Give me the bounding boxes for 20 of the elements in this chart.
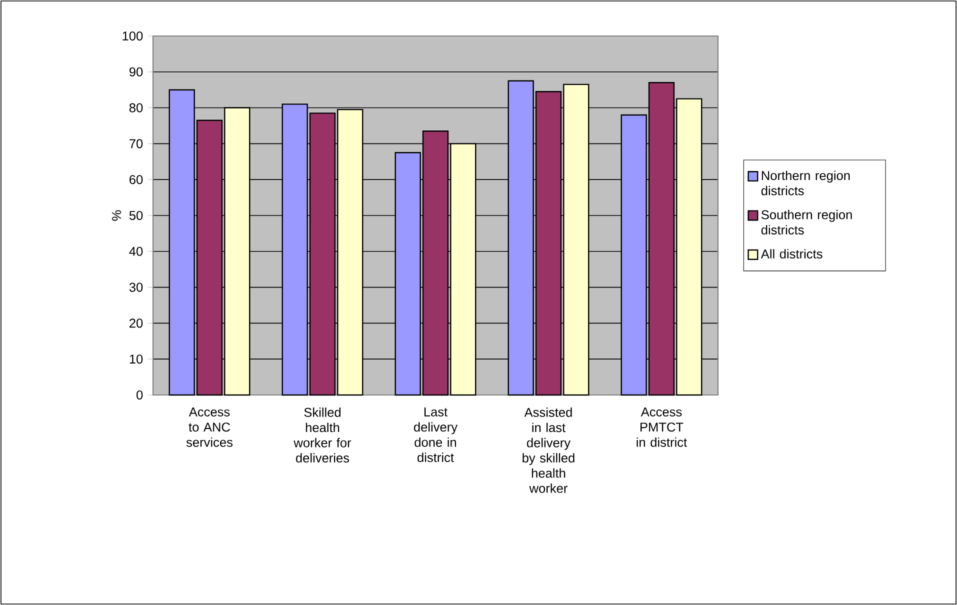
legend-label: Southern region districts — [761, 210, 852, 234]
legend-label: All districts — [760, 249, 822, 258]
y-tick-label: 70 — [130, 139, 143, 148]
y-tick-label: 100 — [122, 31, 143, 41]
x-tick-label: Access PMTCT in district — [636, 408, 688, 447]
x-tick-label: Assisted in last delivery by skilled health worker — [522, 408, 574, 493]
y-tick-label: 30 — [129, 282, 143, 292]
x-tick-label: Skilled health worker for deliveries — [294, 408, 352, 463]
y-tick-label: 0 — [136, 390, 143, 400]
legend-label: Northern region districts — [761, 170, 850, 196]
y-tick-label: 10 — [130, 354, 143, 364]
y-tick-label: 50 — [129, 210, 143, 220]
x-tick-label: Access to ANC services — [186, 408, 233, 447]
y-tick-label: 60 — [130, 175, 143, 184]
y-tick-label: 40 — [129, 246, 143, 256]
y-axis-title: % — [112, 210, 121, 221]
x-tick-label: Last delivery done in district — [414, 408, 458, 462]
y-tick-label: 90 — [130, 67, 143, 76]
y-tick-label: 20 — [130, 318, 143, 328]
y-tick-label: 80 — [129, 103, 143, 112]
